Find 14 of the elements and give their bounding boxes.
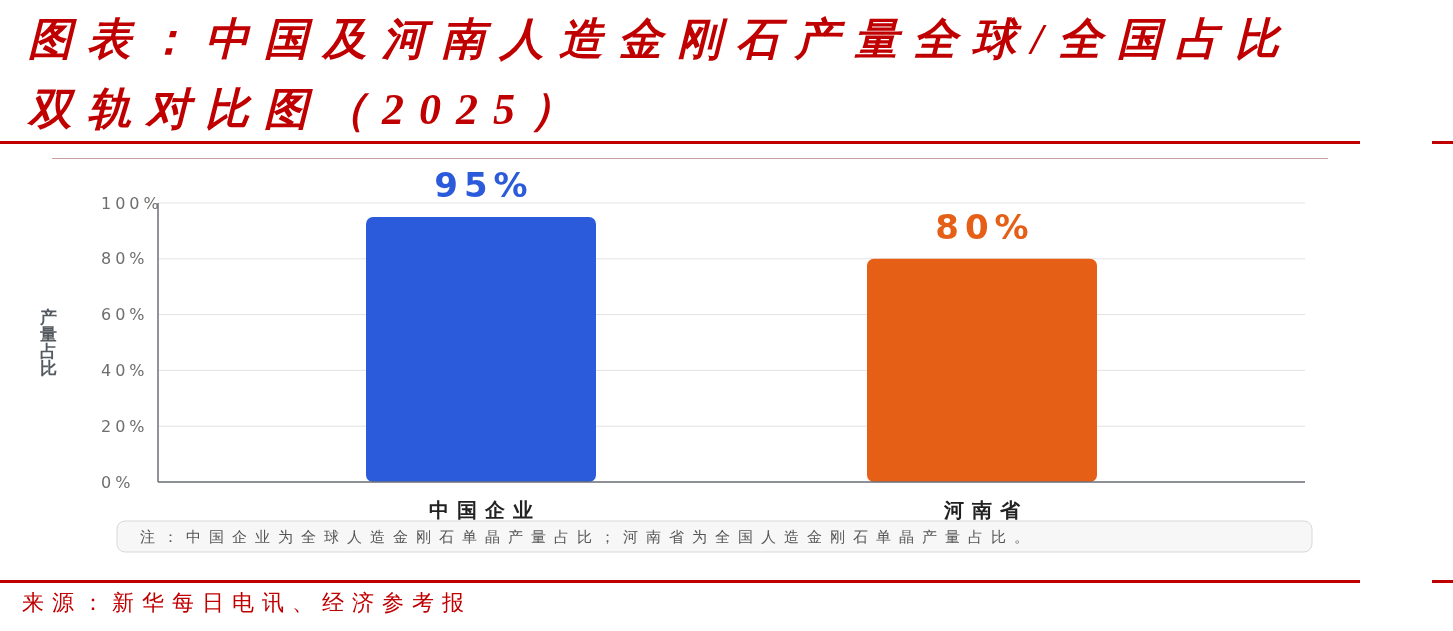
x-tick-label: 中国企业 <box>429 498 541 522</box>
title: 图表：中国及河南人造金刚石产量全球/全国占比双轨对比图（2025） <box>28 15 1295 134</box>
y-tick-label: 20% <box>101 416 149 436</box>
source-note: 来源：新华每日电讯、经济参考报 <box>22 589 472 615</box>
data-label: 95% <box>434 164 534 205</box>
y-tick-label: 100% <box>101 193 163 213</box>
x-tick-label: 河南省 <box>943 498 1028 522</box>
y-tick-label: 80% <box>101 249 149 269</box>
note: 注：中国企业为全球人造金刚石单晶产量占比；河南省为全国人造金刚石单晶产量占比。 <box>116 520 1313 553</box>
y-tick-label: 0% <box>101 472 135 492</box>
y-tick-label: 40% <box>101 360 149 380</box>
data-label: 80% <box>935 206 1035 247</box>
y-tick-label: 60% <box>101 305 149 325</box>
ylabel: 产量占比 <box>39 306 57 378</box>
